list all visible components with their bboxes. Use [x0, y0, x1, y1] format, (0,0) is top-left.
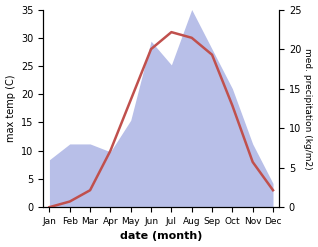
- X-axis label: date (month): date (month): [120, 231, 203, 242]
- Y-axis label: max temp (C): max temp (C): [5, 75, 16, 142]
- Y-axis label: med. precipitation (kg/m2): med. precipitation (kg/m2): [303, 48, 313, 169]
